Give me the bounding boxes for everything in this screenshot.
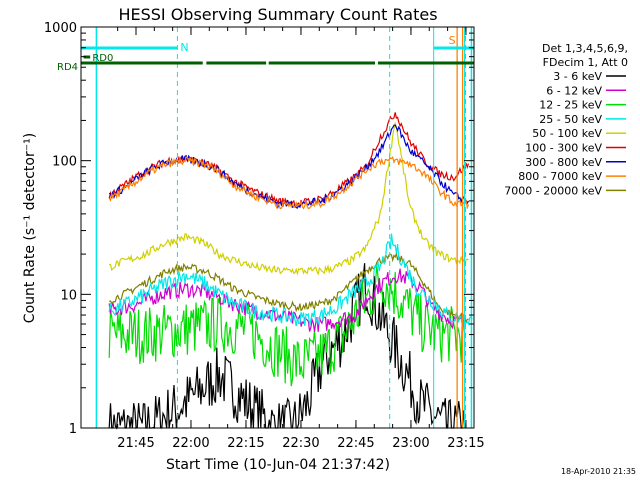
legend-entry: 800 - 7000 keV [518, 170, 602, 183]
y-axis-label: Count Rate (s⁻¹ detector⁻¹) [22, 133, 38, 323]
series-line-0 [108, 263, 466, 430]
legend-entry: 100 - 300 keV [525, 142, 602, 155]
y-tick-label: 10 [60, 288, 77, 303]
legend-entry: 25 - 50 keV [539, 113, 602, 126]
series-line-2 [108, 265, 466, 387]
series-line-8 [108, 251, 469, 325]
y-tick-label: 1 [69, 422, 77, 437]
series-line-4 [109, 121, 469, 276]
legend-entry: 3 - 6 keV [553, 70, 602, 83]
y-tick-label: 100 [52, 155, 77, 170]
x-axis-label: Start Time (10-Jun-04 21:37:42) [166, 457, 390, 473]
y-tick-label: 1000 [44, 21, 77, 36]
footer-timestamp: 18-Apr-2010 21:35 [561, 467, 636, 476]
x-tick-label: 23:00 [392, 436, 429, 451]
plot-frame [80, 26, 475, 429]
legend-entry: 300 - 800 keV [525, 156, 602, 169]
x-tick-label: 22:00 [172, 436, 209, 451]
x-tick-label: 22:45 [337, 436, 374, 451]
series-line-3 [108, 233, 473, 327]
north-marker: N [180, 41, 188, 54]
legend-entry: 6 - 12 keV [546, 84, 602, 97]
x-tick-label: 23:15 [447, 436, 484, 451]
rd4-label: RD4 [57, 62, 78, 73]
x-tick-label: 21:45 [117, 436, 154, 451]
x-tick-label: 22:30 [282, 436, 319, 451]
legend-entry: 50 - 100 keV [532, 127, 602, 140]
x-tick-label: 22:15 [227, 436, 264, 451]
legend-header: FDecim 1, Att 0 [543, 56, 628, 69]
legend-entry: 12 - 25 keV [539, 99, 602, 112]
series-line-7 [108, 155, 470, 210]
chart-title: HESSI Observing Summary Count Rates [118, 5, 437, 24]
rd0-label: RD0 [92, 53, 113, 64]
legend-entry: 7000 - 20000 keV [504, 184, 602, 197]
legend-header: Det 1,3,4,5,6,9, [542, 42, 628, 55]
south-marker: S [449, 34, 456, 47]
